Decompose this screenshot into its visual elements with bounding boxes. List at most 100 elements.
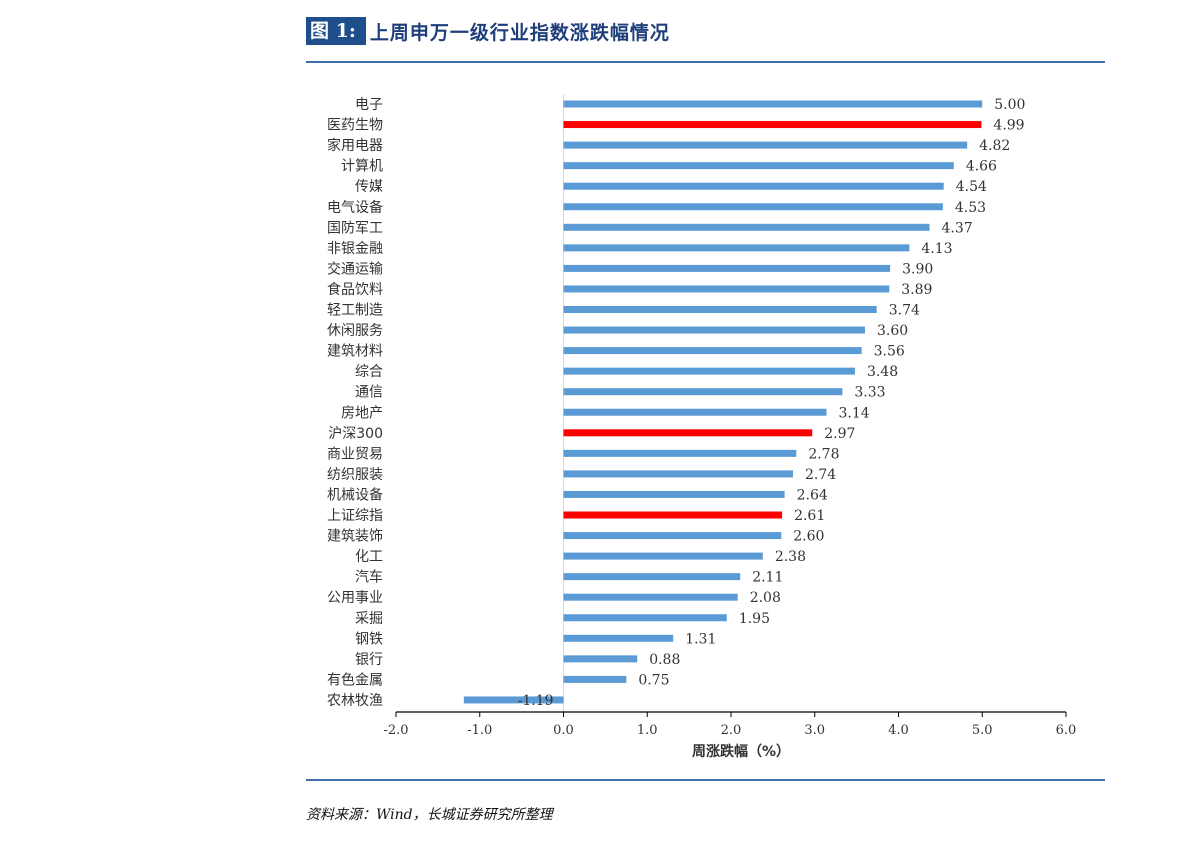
data-label: 2.08 xyxy=(750,590,781,606)
bar-非银金融 xyxy=(563,244,910,252)
bar-计算机 xyxy=(563,162,954,170)
x-tick-label: 0.0 xyxy=(553,723,574,738)
x-tick-label: 5.0 xyxy=(972,723,993,738)
bar-银行 xyxy=(563,655,638,663)
bar-公用事业 xyxy=(563,593,738,601)
bar-医药生物 xyxy=(563,121,982,129)
data-label: 2.60 xyxy=(793,529,824,545)
bar-综合 xyxy=(563,367,855,375)
x-tick-label: 1.0 xyxy=(637,723,658,738)
data-label: 4.37 xyxy=(941,220,972,236)
bar-国防军工 xyxy=(563,223,930,231)
data-label: 4.66 xyxy=(966,159,997,175)
data-label: 4.82 xyxy=(979,138,1010,154)
category-label: 纺织服装 xyxy=(327,467,383,483)
data-label: -1.19 xyxy=(518,693,554,709)
header-rule xyxy=(306,61,1105,63)
category-label: 建筑材料 xyxy=(327,344,383,360)
category-label: 医药生物 xyxy=(327,118,383,134)
x-tick-label: -1.0 xyxy=(467,723,492,738)
footer-rule xyxy=(306,779,1105,781)
data-label: 3.60 xyxy=(877,323,908,339)
category-label: 汽车 xyxy=(355,569,383,586)
bar-商业贸易 xyxy=(563,449,797,457)
figure-header: 图 1: 上周申万一级行业指数涨跌幅情况 xyxy=(306,16,670,46)
bar-建筑装饰 xyxy=(563,532,782,540)
data-label: 2.38 xyxy=(775,549,806,565)
data-label: 3.90 xyxy=(902,261,933,277)
category-label: 商业贸易 xyxy=(327,446,383,462)
category-label: 国防军工 xyxy=(327,220,383,236)
category-label: 轻工制造 xyxy=(327,303,383,319)
x-tick-label: 6.0 xyxy=(1056,723,1077,738)
data-label: 3.14 xyxy=(838,405,869,421)
data-label: 2.11 xyxy=(752,570,783,586)
bar-传媒 xyxy=(563,182,944,190)
data-label: 4.53 xyxy=(955,200,986,216)
category-label: 电子 xyxy=(355,97,383,113)
category-label: 沪深300 xyxy=(328,426,383,442)
category-label: 公用事业 xyxy=(327,590,383,606)
category-label: 家用电器 xyxy=(327,137,383,154)
figure-label: 图 1: xyxy=(306,17,366,45)
category-label: 化工 xyxy=(355,549,383,565)
bar-休闲服务 xyxy=(563,326,865,334)
category-label: 食品饮料 xyxy=(327,281,383,298)
data-label: 3.56 xyxy=(874,344,905,360)
data-label: 4.99 xyxy=(993,118,1024,134)
data-label: 3.33 xyxy=(854,385,885,401)
figure-title: 上周申万一级行业指数涨跌幅情况 xyxy=(369,21,670,44)
category-label: 机械设备 xyxy=(327,486,383,503)
data-label: 4.54 xyxy=(956,179,987,195)
category-label: 电气设备 xyxy=(327,199,383,216)
x-tick-label: -2.0 xyxy=(383,723,408,738)
data-label: 2.64 xyxy=(797,487,828,503)
data-label: 2.74 xyxy=(805,467,836,483)
bar-有色金属 xyxy=(563,675,627,683)
category-label: 建筑装饰 xyxy=(327,529,383,545)
bar-采掘 xyxy=(563,614,727,622)
category-label: 银行 xyxy=(355,652,383,668)
data-label: 5.00 xyxy=(994,97,1025,113)
bar-轻工制造 xyxy=(563,306,877,313)
data-label: 2.61 xyxy=(794,508,825,524)
category-label: 交通运输 xyxy=(327,260,383,277)
category-label: 计算机 xyxy=(341,159,383,175)
x-tick-label: 2.0 xyxy=(721,723,742,738)
data-label: 0.75 xyxy=(638,672,669,688)
data-label: 2.97 xyxy=(824,426,855,442)
data-label: 3.74 xyxy=(889,303,920,319)
bar-食品饮料 xyxy=(563,285,890,293)
x-axis-title: 周涨跌幅（%） xyxy=(692,743,790,760)
category-label: 钢铁 xyxy=(355,631,383,647)
bar-纺织服装 xyxy=(563,470,793,478)
category-label: 休闲服务 xyxy=(327,323,383,339)
category-label: 有色金属 xyxy=(327,671,383,688)
bar-汽车 xyxy=(563,573,741,581)
bar-钢铁 xyxy=(563,634,674,642)
category-label: 传媒 xyxy=(355,179,383,195)
bar-化工 xyxy=(563,552,763,560)
source-note: 资料来源：Wind，长城证券研究所整理 xyxy=(306,807,553,823)
bar-交通运输 xyxy=(563,264,891,272)
x-tick-label: 4.0 xyxy=(888,723,909,738)
bar-机械设备 xyxy=(563,490,785,498)
bar-家用电器 xyxy=(563,141,968,149)
bar-沪深300 xyxy=(563,429,813,437)
data-label: 3.89 xyxy=(901,282,932,298)
category-label: 综合 xyxy=(355,364,383,380)
category-label: 非银金融 xyxy=(327,241,383,257)
bar-电子 xyxy=(563,100,983,108)
data-label: 1.95 xyxy=(739,611,770,627)
x-tick-label: 3.0 xyxy=(804,723,825,738)
category-label: 通信 xyxy=(355,385,383,401)
bar-通信 xyxy=(563,388,843,396)
data-label: 4.13 xyxy=(921,241,952,257)
bar-农林牧渔 xyxy=(463,696,564,704)
data-label: 3.48 xyxy=(867,364,898,380)
bar-建筑材料 xyxy=(563,347,862,355)
bar-电气设备 xyxy=(563,203,943,211)
category-label: 农林牧渔 xyxy=(327,693,383,709)
bar-房地产 xyxy=(563,408,827,416)
